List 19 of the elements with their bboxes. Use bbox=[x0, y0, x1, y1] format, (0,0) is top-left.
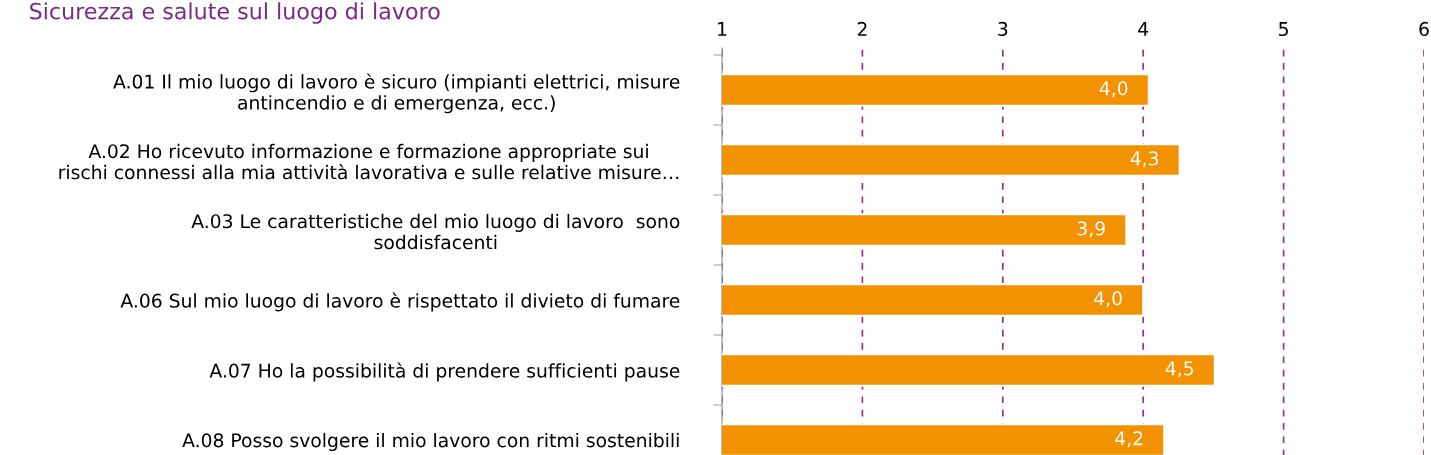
data-label: 3,9 bbox=[1077, 221, 1105, 238]
y-tick-label: A.02 Ho ricevuto informazione e formazione appropriate sui rischi connessi alla mia attività lavorativa e sulle relative misure… bbox=[59, 143, 679, 180]
x-tick-label: 3 bbox=[998, 21, 1008, 37]
x-tick-label: 2 bbox=[857, 21, 867, 36]
y-tick-label: A.08 Posso svolgere il mio lavoro con ritmi sostenibili bbox=[182, 432, 679, 452]
data-label: 4,2 bbox=[1115, 431, 1143, 448]
data-label: 4,0 bbox=[1099, 81, 1128, 98]
x-tick-label: 4 bbox=[1138, 22, 1149, 36]
text: Sicurezza e salute sul luogo di lavoro bbox=[30, 2, 440, 24]
data-label: 4,5 bbox=[1165, 361, 1193, 378]
y-tick-label: A.03 Le caratteristiche del mio luogo di lavoro sono soddisfacenti bbox=[191, 213, 680, 250]
data-label: 4,0 bbox=[1094, 291, 1122, 308]
x-tick-label: 1 bbox=[718, 22, 727, 36]
y-tick-label: A.06 Sul mio luogo di lavoro è rispettato il divieto di fumare bbox=[120, 292, 680, 312]
x-tick-label: 6 bbox=[1419, 21, 1429, 37]
y-tick-label: A.07 Ho la possibilità di prendere sufficienti pause bbox=[209, 362, 680, 382]
y-tick-label: A.01 Il mio luogo di lavoro è sicuro (impianti elettrici, misure antincendio e di emergenza, ecc.) bbox=[113, 73, 680, 114]
x-tick-label: 5 bbox=[1279, 22, 1288, 37]
data-label: 4,3 bbox=[1130, 151, 1159, 168]
